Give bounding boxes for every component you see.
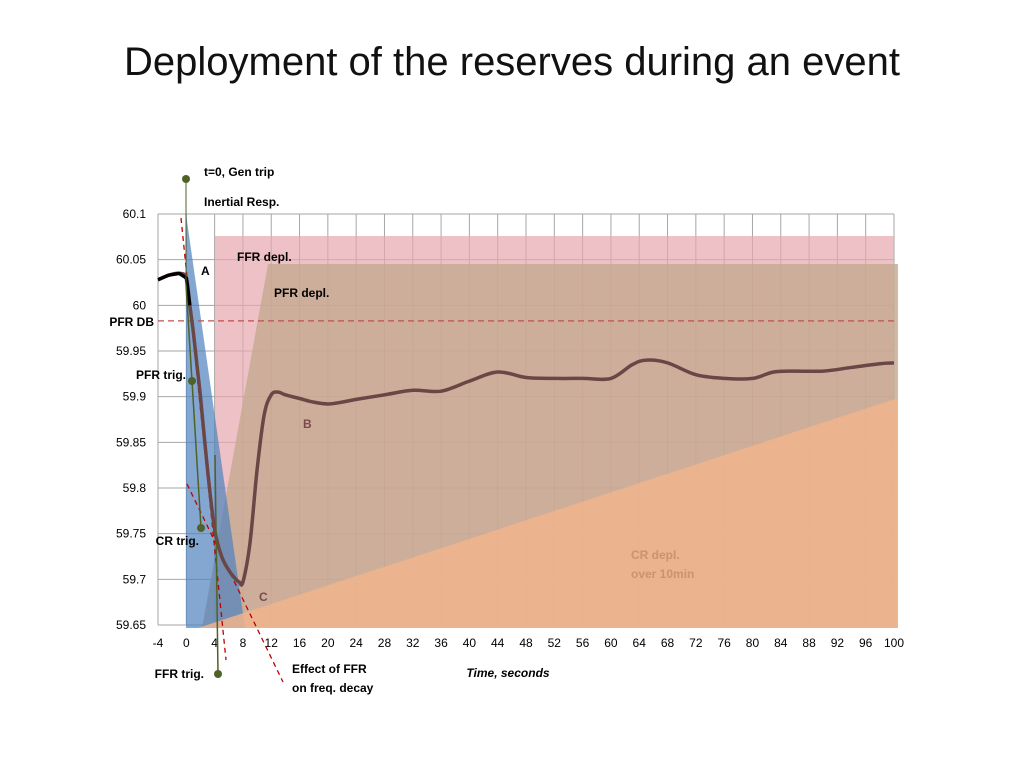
- ffr-effect-label-line1: Effect of FFR: [292, 662, 367, 676]
- x-tick-label: 52: [548, 636, 562, 650]
- cr-depl-label-line2: over 10min: [631, 567, 694, 581]
- x-tick-label: 96: [859, 636, 873, 650]
- x-tick-label: 84: [774, 636, 788, 650]
- gen-trip-marker: [182, 175, 190, 183]
- x-tick-label: 0: [183, 636, 190, 650]
- x-tick-label: 20: [321, 636, 335, 650]
- point-c-label: C: [259, 590, 268, 604]
- x-tick-label: 60: [604, 636, 618, 650]
- y-tick-label: 60.05: [116, 253, 146, 267]
- t0-label: t=0, Gen trip: [204, 165, 274, 179]
- x-tick-label: 48: [519, 636, 533, 650]
- cr-trig-stem: [191, 380, 202, 529]
- y-tick-label: 59.95: [116, 344, 146, 358]
- x-tick-label: 28: [378, 636, 392, 650]
- y-tick-label: 60: [133, 298, 147, 312]
- x-tick-label: 68: [661, 636, 675, 650]
- x-axis-title: Time, seconds: [466, 666, 549, 680]
- x-tick-label: 72: [689, 636, 703, 650]
- y-tick-label: 60.1: [123, 207, 147, 221]
- x-tick-label: 12: [265, 636, 279, 650]
- pfr-db-label: PFR DB: [109, 315, 154, 329]
- x-tick-label: 64: [633, 636, 647, 650]
- x-tick-label: 56: [576, 636, 590, 650]
- x-tick-label: 36: [434, 636, 448, 650]
- pfr-trig-label: PFR trig.: [136, 368, 186, 382]
- point-b-label: B: [303, 417, 312, 431]
- x-tick-label: 76: [717, 636, 731, 650]
- pfr-depl-label: PFR depl.: [274, 286, 329, 300]
- ffr-trig-label: FFR trig.: [155, 667, 204, 681]
- x-tick-label: 44: [491, 636, 505, 650]
- y-tick-label: 59.9: [123, 390, 147, 404]
- x-tick-label: 92: [831, 636, 845, 650]
- x-tick-label: 24: [349, 636, 363, 650]
- ffr-trig-stem: [214, 454, 219, 675]
- cr-depl-label-line1: CR depl.: [631, 548, 680, 562]
- x-tick-label: 40: [463, 636, 477, 650]
- x-tick-label: 100: [884, 636, 904, 650]
- y-tick-label: 59.65: [116, 618, 146, 632]
- pre-event-curve: [157, 271, 192, 306]
- inertial-resp-label: Inertial Resp.: [204, 195, 279, 209]
- cr-depl-region: [198, 398, 898, 628]
- y-tick-label: 59.7: [123, 572, 147, 586]
- ffr-trig-marker: [214, 670, 222, 678]
- x-tick-label: 88: [802, 636, 816, 650]
- frequency-curve: [157, 271, 895, 587]
- ffr-depl-label: FFR depl.: [237, 250, 292, 264]
- ffr-effect-label-line2: on freq. decay: [292, 681, 374, 695]
- x-tick-label: 32: [406, 636, 420, 650]
- x-tick-label: 80: [746, 636, 760, 650]
- ffr-effect-line: [186, 483, 284, 683]
- slide-title: Deployment of the reserves during an eve…: [124, 40, 900, 84]
- x-tick-label: 16: [293, 636, 307, 650]
- point-a-label: A: [201, 264, 210, 278]
- cr-trig-label: CR trig.: [156, 534, 199, 548]
- y-tick-label: 59.8: [123, 481, 147, 495]
- x-tick-label: 8: [240, 636, 247, 650]
- y-tick-label: 59.75: [116, 527, 146, 541]
- x-tick-label: 4: [211, 636, 218, 650]
- cr-trig-marker: [197, 524, 205, 532]
- x-tick-label: -4: [153, 636, 164, 650]
- y-tick-label: 59.85: [116, 435, 146, 449]
- pfr-trig-stem: [185, 284, 193, 382]
